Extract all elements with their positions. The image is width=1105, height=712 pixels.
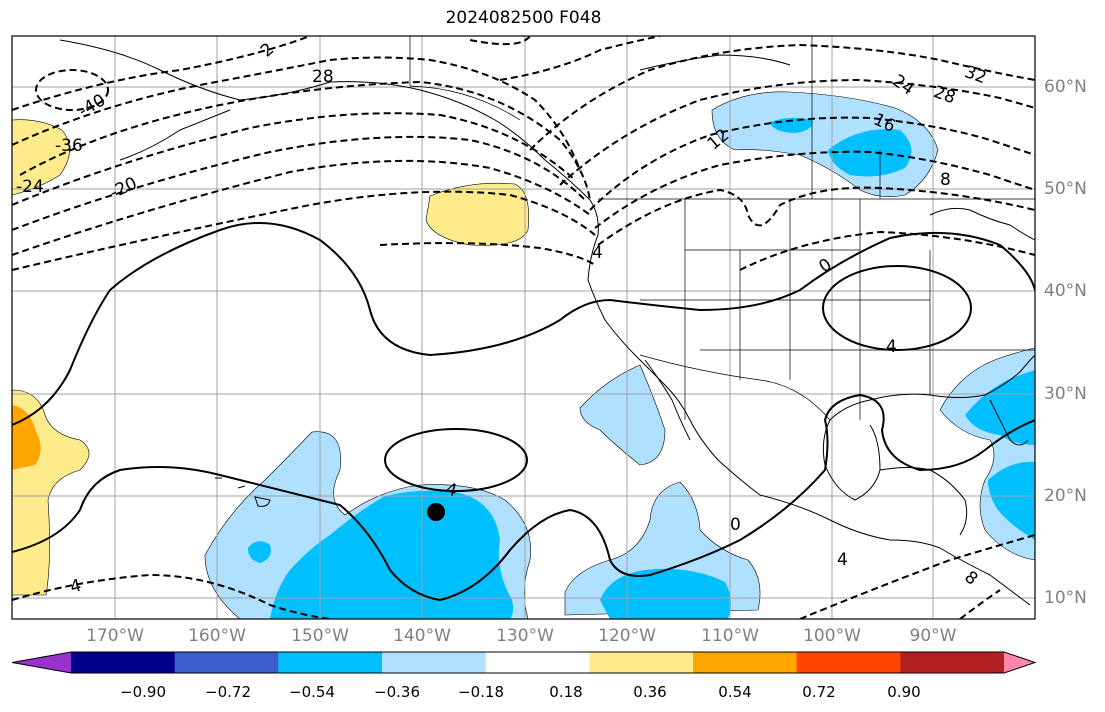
colorbar-swatch <box>174 652 279 673</box>
colorbar-tick-label: 0.36 <box>633 683 667 701</box>
graticule <box>12 36 1035 619</box>
contour-label: 8 <box>940 170 951 190</box>
anomaly-negative-fill <box>248 541 271 563</box>
colorbar-tick-label: −0.54 <box>289 683 335 701</box>
location-marker <box>427 503 445 521</box>
coastline-gulf-mexico <box>822 419 881 501</box>
lon-label: 140°W <box>393 626 451 646</box>
colorbar-swatch <box>71 652 176 673</box>
coastline-gulf <box>829 354 1035 421</box>
colorbar-tick-label: −0.90 <box>120 683 166 701</box>
colorbar-tick-label: 0.90 <box>887 683 921 701</box>
contour-zero-line <box>12 393 1035 602</box>
coastlines <box>59 39 1035 606</box>
contour-label: 4 <box>592 243 603 263</box>
lon-label: 120°W <box>598 626 656 646</box>
coastline-hudson <box>639 54 791 71</box>
lon-label: 110°W <box>701 626 759 646</box>
colorbar-tick-label: −0.18 <box>458 683 504 701</box>
coastline-florida <box>989 399 1029 446</box>
lat-label: 30°N <box>1044 384 1087 404</box>
anomaly-positive-fill <box>425 182 529 246</box>
colorbar-tick-label: −0.72 <box>205 683 251 701</box>
lon-label: 170°W <box>86 626 144 646</box>
colorbar-tick-label: 0.72 <box>802 683 836 701</box>
contour-label: 4 <box>886 337 897 357</box>
anomaly-negative-fill <box>965 370 1035 445</box>
colorbar-tick-label: −0.36 <box>374 683 420 701</box>
coastline-aleutians <box>119 109 231 161</box>
colorbar-extend-high <box>1004 652 1035 673</box>
lon-label: 150°W <box>291 626 349 646</box>
lon-label: 130°W <box>496 626 554 646</box>
contours-zero-positive <box>12 221 1035 602</box>
political-borders <box>409 36 1035 421</box>
colorbar-swatch <box>796 652 901 673</box>
coastline-alaska <box>59 39 599 236</box>
lon-label: 100°W <box>803 626 861 646</box>
anomaly-negative-fill <box>988 461 1035 540</box>
colorbar-swatch <box>382 652 487 673</box>
contour-label: 0 <box>730 515 741 535</box>
colorbar-swatch <box>900 652 1005 673</box>
colorbar-swatch <box>589 652 694 673</box>
contours-negative <box>12 36 1035 619</box>
colorbar-extend-low <box>12 652 71 673</box>
colorbar-tick-label: 0.18 <box>549 683 583 701</box>
contour-label: 4 <box>443 479 459 501</box>
contour-positive-loop <box>822 265 972 351</box>
contour-label: 28 <box>312 67 334 87</box>
colorbar-swatch <box>485 652 590 673</box>
colorbar-outline <box>11 651 1037 674</box>
lat-label: 60°N <box>1044 77 1087 97</box>
colorbar <box>11 651 1037 674</box>
contour-label: -24 <box>16 177 44 197</box>
anomaly-negative-fill <box>579 364 666 466</box>
contour-label: 4 <box>68 576 84 598</box>
coastline-hawaii <box>215 477 271 507</box>
coastline-baja <box>644 359 691 441</box>
contour-zero-line <box>12 221 1035 426</box>
lat-label: 10°N <box>1044 588 1087 608</box>
contour-positive-loop <box>384 428 528 492</box>
lat-label: 20°N <box>1044 486 1087 506</box>
anomaly-negative-fill <box>270 490 514 619</box>
coastline-yucatan <box>879 467 968 536</box>
contour-label: 4 <box>837 550 848 570</box>
colorbar-swatch <box>278 652 383 673</box>
coastline-west-coast <box>587 234 1031 606</box>
colorbar-tick-label: 0.54 <box>718 683 752 701</box>
map-frame <box>11 35 1036 620</box>
figure-title: 2024082500 F048 <box>445 8 602 28</box>
lat-label: 40°N <box>1044 281 1087 301</box>
lon-label: 90°W <box>909 626 957 646</box>
colorbar-swatch <box>693 652 798 673</box>
anomaly-negative-fill <box>600 568 731 619</box>
lon-label: 160°W <box>188 626 246 646</box>
coastline-great-lakes <box>929 207 1035 241</box>
contour-label: -36 <box>55 136 83 156</box>
lat-label: 50°N <box>1044 179 1087 199</box>
